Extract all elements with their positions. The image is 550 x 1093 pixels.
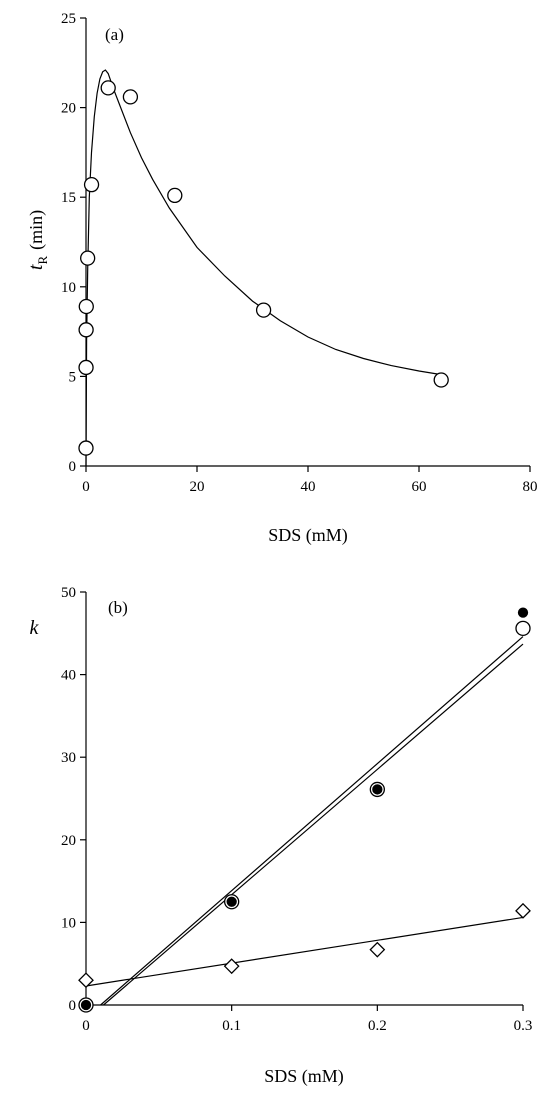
- panel-b-open-diamond-point: [515, 902, 531, 919]
- panel-b-y-tick-label: 50: [61, 585, 76, 601]
- panel-b-open-circle-point: [515, 620, 531, 636]
- panel-b-ticks: 0 0.1 0.2 0.3 0 10 20 30 40 50: [61, 585, 532, 1034]
- panel-a-data-point: [78, 440, 94, 456]
- panel-a-data-point: [167, 187, 183, 204]
- svg-text:tR(min): tR (min): [25, 210, 50, 270]
- panel-a-x-tick-label: 80: [523, 479, 538, 495]
- panel-b-label: (b): [108, 598, 128, 617]
- panel-b-open-diamond-point: [369, 941, 386, 958]
- panel-a-y-tick-label: 25: [61, 11, 76, 27]
- panel-b-points: [78, 607, 531, 1013]
- panel-b-fit-line: [85, 916, 524, 987]
- panel-a-y-axis-title-main: t: [25, 264, 47, 270]
- panel-a-ticks: 0 20 40 60 80 0 5 10 15 20 25: [61, 11, 538, 495]
- panel-a-data-point: [255, 302, 272, 318]
- panel-a-label: (a): [105, 25, 124, 44]
- panel-b-fit-lines: [85, 636, 524, 1006]
- panel-a-data-point: [100, 80, 116, 96]
- panel-b-filled-circle-point: [372, 784, 383, 795]
- panel-b-filled-circle-point: [226, 896, 237, 907]
- panel-a-x-tick-label: 40: [301, 479, 316, 495]
- panel-a-y-axis-title-sub: R: [35, 256, 50, 265]
- panel-a-y-axis-title: tR (min): [25, 210, 50, 270]
- panel-a-y-tick-label: 10: [61, 280, 76, 296]
- panel-b-y-tick-label: 10: [61, 915, 76, 931]
- panel-b-open-diamond-point: [223, 958, 240, 975]
- panel-a-y-tick-label: 5: [69, 369, 77, 385]
- panel-a-data-point: [78, 298, 94, 315]
- panel-b-x-tick-label: 0: [82, 1018, 90, 1034]
- panel-a-data-point: [80, 250, 96, 266]
- panel-a-data-point: [78, 322, 94, 338]
- panel-b-y-axis-title: k: [30, 617, 40, 639]
- panel-b-y-tick-label: 0: [69, 998, 77, 1014]
- panel-a-x-tick-label: 60: [412, 479, 427, 495]
- panel-a-data-point: [122, 89, 139, 105]
- panel-b-open-diamond-point: [78, 972, 94, 989]
- panel-b-fit-line: [103, 643, 524, 1006]
- panel-a-data-point: [433, 372, 449, 388]
- panel-b-filled-circle-point: [80, 999, 92, 1011]
- panel-b-x-tick-label: 0.1: [222, 1018, 241, 1034]
- panel-b-y-tick-label: 30: [61, 750, 76, 766]
- panel-b-filled-circle-point: [517, 607, 529, 618]
- panel-b-fit-line: [100, 636, 524, 1006]
- panel-a-points: [78, 80, 449, 456]
- panel-b-x-tick-label: 0.3: [514, 1018, 533, 1034]
- panel-a-data-point: [83, 177, 100, 193]
- panel-a-y-tick-label: 0: [69, 459, 77, 475]
- panel-a: (a) SDS (mM) tR (min) 0 20 40 60 80 0 5 10 15 20 25: [25, 11, 538, 546]
- panel-b-y-tick-label: 20: [61, 833, 76, 849]
- panel-a-x-tick-label: 20: [190, 479, 205, 495]
- panel-b: (b) SDS (mM) k 0 0.1 0.2 0.3 0 10 20 30 40 50: [30, 585, 533, 1087]
- panel-a-y-tick-label: 15: [61, 190, 76, 206]
- panel-b-x-tick-label: 0.2: [368, 1018, 387, 1034]
- panel-a-y-axis-title-unit: (min): [26, 210, 47, 250]
- panel-b-x-axis-title: SDS (mM): [264, 1066, 344, 1087]
- panel-b-y-tick-label: 40: [61, 668, 76, 684]
- panel-a-data-point: [78, 359, 94, 376]
- panel-a-fit-curve-group: [85, 69, 442, 467]
- panel-a-x-axis-title: SDS (mM): [268, 525, 348, 546]
- panel-a-x-tick-label: 0: [82, 479, 90, 495]
- panel-a-fit-curve: [85, 69, 442, 467]
- panel-a-y-tick-label: 20: [61, 101, 76, 117]
